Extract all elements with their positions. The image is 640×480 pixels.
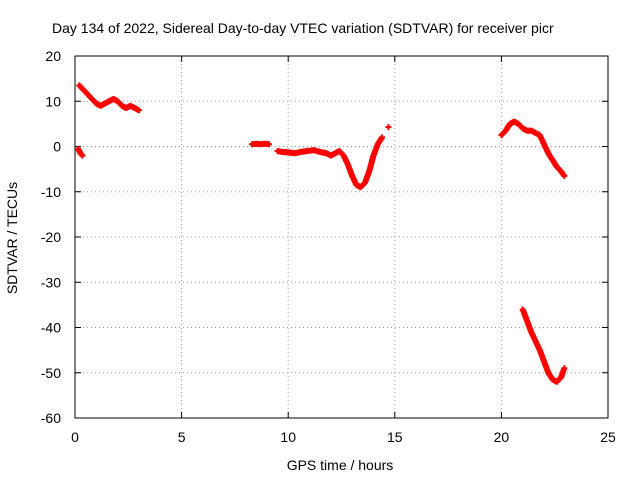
grid — [75, 56, 608, 418]
y-tick-label: 0 — [53, 139, 61, 155]
y-tick-label: 20 — [45, 48, 61, 64]
data-point — [379, 134, 386, 141]
x-tick-label: 20 — [494, 429, 510, 445]
y-axis-label: SDTVAR / TECUs — [4, 182, 20, 294]
data-point — [561, 172, 568, 179]
data-point — [385, 124, 392, 131]
data-point — [561, 365, 568, 372]
data-point — [266, 141, 273, 148]
x-tick-label: 15 — [387, 429, 403, 445]
chart-title: Day 134 of 2022, Sidereal Day-to-day VTE… — [52, 20, 554, 36]
y-tick-label: 10 — [45, 93, 61, 109]
x-tick-label: 25 — [600, 429, 616, 445]
y-tick-label: -60 — [41, 410, 61, 426]
x-tick-label: 0 — [71, 429, 79, 445]
data-point — [79, 152, 86, 159]
x-axis-ticks: 0 5 10 15 20 25 — [71, 56, 616, 445]
data-point — [135, 107, 142, 114]
plot-frame — [74, 55, 609, 419]
x-tick-label: 5 — [178, 429, 186, 445]
x-axis-label: GPS time / hours — [287, 457, 394, 473]
y-tick-label: -50 — [41, 365, 61, 381]
y-tick-label: -20 — [41, 229, 61, 245]
y-axis-ticks: -60 -50 -40 -30 -20 -10 0 10 20 — [41, 48, 608, 426]
data-points — [75, 82, 568, 385]
y-tick-label: -30 — [41, 274, 61, 290]
x-tick-label: 10 — [280, 429, 296, 445]
y-tick-label: -40 — [41, 320, 61, 336]
y-tick-label: -10 — [41, 184, 61, 200]
